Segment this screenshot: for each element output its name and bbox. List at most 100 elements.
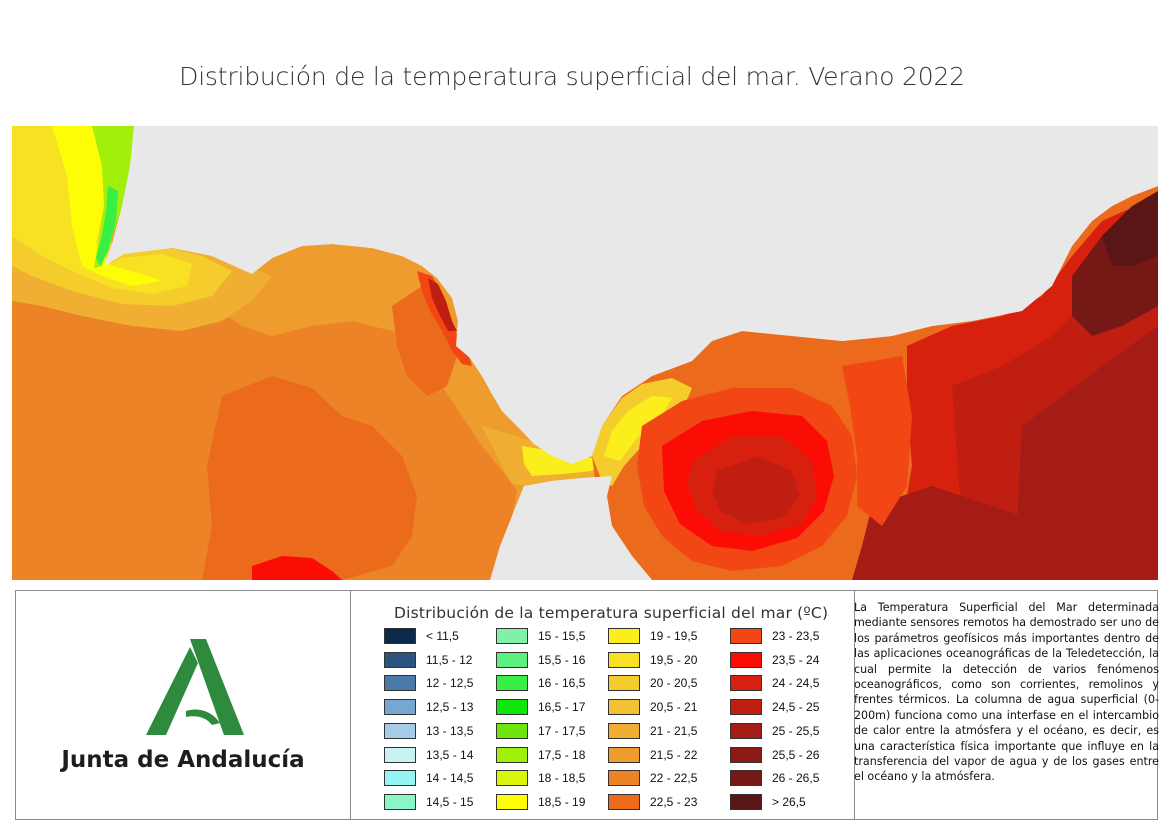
atlantic-warm-patch	[202, 376, 417, 580]
legend-item: 24,5 - 25	[730, 697, 819, 717]
legend-label: 13,5 - 14	[426, 747, 474, 762]
legend-label: 11,5 - 12	[426, 652, 473, 667]
legend-swatch	[384, 722, 416, 739]
south-hotspot	[252, 556, 342, 580]
legend-item: 16,5 - 17	[496, 697, 585, 717]
legend-label: 18 - 18,5	[538, 771, 586, 786]
legend-label: 21 - 21,5	[650, 723, 698, 738]
legend-item: 17,5 - 18	[496, 745, 585, 765]
legend-label: 23,5 - 24	[772, 652, 820, 667]
legend-item: 26 - 26,5	[730, 768, 819, 788]
description-text: La Temperatura Superficial del Mar deter…	[854, 601, 1159, 784]
east-south-band	[852, 486, 1158, 580]
junta-logo-icon	[146, 639, 244, 735]
legend-swatch	[496, 746, 528, 763]
logo-text: Junta de Andalucía	[61, 747, 305, 773]
legend-item: 21 - 21,5	[608, 721, 697, 741]
legend-item: 19,5 - 20	[608, 650, 697, 670]
sea-temperature-map	[12, 126, 1158, 580]
legend-item: 23 - 23,5	[730, 626, 819, 646]
east-hot	[1017, 326, 1158, 580]
legend-item: 17 - 17,5	[496, 721, 585, 741]
legend-item: 22 - 22,5	[608, 768, 697, 788]
legend-swatch	[384, 699, 416, 716]
legend-swatch	[730, 628, 762, 644]
legend-label: 15 - 15,5	[538, 629, 586, 643]
legend-swatch	[384, 746, 416, 763]
info-panel: Junta de Andalucía Distribución de la te…	[15, 590, 1159, 820]
legend-item: > 26,5	[730, 792, 806, 812]
legend-label: 18,5 - 19	[538, 794, 586, 809]
legend-swatch	[608, 793, 640, 810]
legend-swatch	[608, 675, 640, 692]
legend-item: 12 - 12,5	[384, 673, 473, 693]
legend-swatch	[496, 793, 528, 810]
legend-swatch	[384, 770, 416, 787]
legend-label: 14,5 - 15	[426, 794, 474, 809]
map-title: Distribución de la temperatura superfici…	[179, 62, 965, 91]
legend-swatch	[496, 699, 528, 716]
legend-swatch	[730, 722, 762, 739]
legend-swatch	[730, 770, 762, 787]
legend-item: 25 - 25,5	[730, 721, 819, 741]
legend-item: 23,5 - 24	[730, 650, 819, 670]
legend-swatch	[608, 746, 640, 763]
legend-item: 19 - 19,5	[608, 626, 697, 646]
mid-med-band	[842, 356, 912, 526]
legend-label: 24 - 24,5	[772, 676, 820, 691]
eddy-center	[712, 456, 800, 524]
legend-label: 12,5 - 13	[426, 700, 474, 715]
legend-swatch	[496, 675, 528, 692]
legend-label: 23 - 23,5	[772, 629, 820, 643]
legend-item: 24 - 24,5	[730, 673, 819, 693]
legend-label: 14 - 14,5	[426, 771, 474, 786]
legend-item: 12,5 - 13	[384, 697, 473, 717]
legend-label: 12 - 12,5	[426, 676, 474, 691]
cadiz-plume-core	[52, 126, 162, 286]
legend-item: 15 - 15,5	[496, 626, 585, 646]
legend-swatch	[608, 722, 640, 739]
legend-panel: Distribución de la temperatura superfici…	[350, 591, 855, 819]
legend-item: 14 - 14,5	[384, 768, 473, 788]
legend-item: 18,5 - 19	[496, 792, 585, 812]
legend-item: 25,5 - 26	[730, 745, 819, 765]
legend-swatch	[730, 746, 762, 763]
legend-label: 19 - 19,5	[650, 629, 698, 643]
legend-swatch	[608, 628, 640, 644]
strait-core	[522, 446, 604, 476]
legend-item: 15,5 - 16	[496, 650, 585, 670]
legend-label: 20,5 - 21	[650, 700, 698, 715]
legend-swatch	[730, 675, 762, 692]
legend-swatch	[496, 628, 528, 644]
legend-swatch	[384, 628, 416, 644]
legend-label: 16,5 - 17	[538, 700, 586, 715]
coast-green-core	[96, 186, 118, 266]
legend-label: > 26,5	[772, 794, 806, 809]
iberia-land	[104, 126, 1158, 464]
legend-label: 25,5 - 26	[772, 747, 820, 762]
legend-item: 13 - 13,5	[384, 721, 473, 741]
legend-label: 13 - 13,5	[426, 723, 474, 738]
alboran-gyre-inner	[604, 396, 672, 461]
legend-swatch	[496, 770, 528, 787]
legend-label: 25 - 25,5	[772, 723, 820, 738]
legend-item: 20 - 20,5	[608, 673, 697, 693]
legend-label: 16 - 16,5	[538, 676, 586, 691]
legend-label: 21,5 - 22	[650, 747, 698, 762]
legend-swatch	[730, 793, 762, 810]
cape-hotspot-dark	[428, 278, 457, 331]
legend-item: 16 - 16,5	[496, 673, 585, 693]
legend-swatch	[496, 722, 528, 739]
legend-swatch	[384, 793, 416, 810]
legend-swatch	[384, 651, 416, 668]
legend-label: 17,5 - 18	[538, 747, 586, 762]
legend-item: 13,5 - 14	[384, 745, 473, 765]
africa-land	[490, 476, 652, 580]
description-panel: La Temperatura Superficial del Mar deter…	[854, 591, 1159, 819]
legend-label: 20 - 20,5	[650, 676, 698, 691]
legend-label: 22 - 22,5	[650, 771, 698, 786]
map-canvas	[12, 126, 1158, 580]
legend-swatch	[608, 699, 640, 716]
legend-swatch	[384, 675, 416, 692]
legend-swatch	[608, 770, 640, 787]
